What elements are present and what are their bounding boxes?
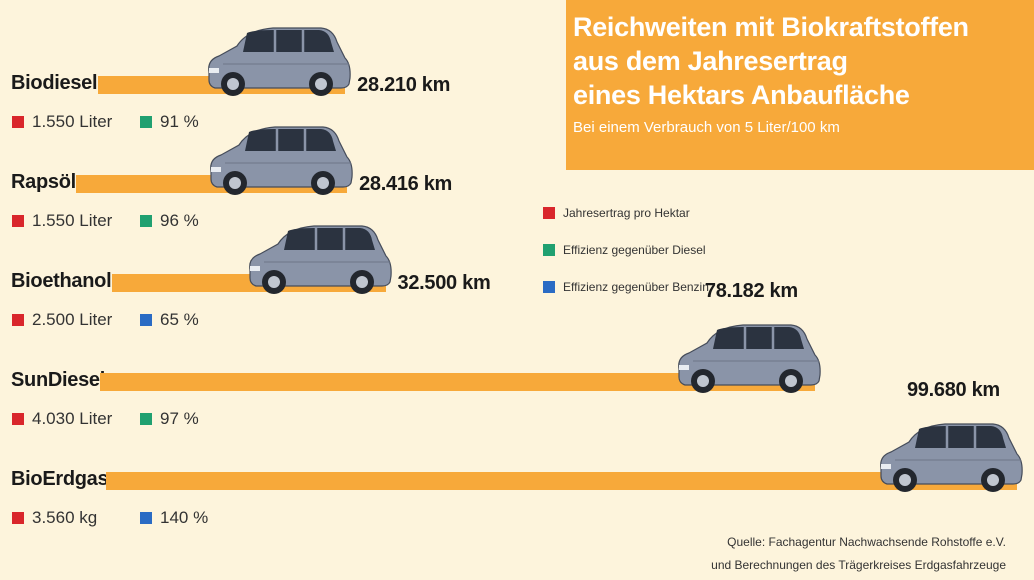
efficiency-label: 65 % (140, 310, 199, 330)
yield-value: 4.030 Liter (32, 409, 113, 428)
efficiency-value: 96 % (160, 211, 199, 230)
yield-value: 1.550 Liter (32, 112, 113, 131)
yield-swatch (12, 215, 24, 227)
source-line-2: und Berechnungen des Trägerkreises Erdga… (711, 558, 1006, 572)
range-value-label: 28.416 km (359, 173, 453, 195)
car-image (205, 123, 355, 203)
fuel-name: Biodiesel (11, 72, 98, 94)
car-image (875, 420, 1025, 500)
efficiency-label: 140 % (140, 508, 208, 528)
chart-title-line-2: aus dem Jahresertrag (573, 46, 848, 76)
yield-label: 4.030 Liter (12, 409, 112, 429)
chart-title-line-1: Reichweiten mit Biokraftstoffen (573, 12, 969, 42)
range-bar (106, 472, 1017, 490)
legend-item-diesel: Effizienz gegenüber Diesel (543, 240, 709, 260)
range-bar (100, 373, 815, 391)
range-value-label: 28.210 km (357, 74, 451, 96)
yield-swatch (12, 314, 24, 326)
legend-swatch-benzin (543, 281, 555, 293)
range-value-label: 78.182 km (704, 280, 798, 302)
efficiency-label: 91 % (140, 112, 199, 132)
fuel-name: Bioethanol (11, 270, 112, 292)
yield-value: 1.550 Liter (32, 211, 113, 230)
legend-label-yield: Jahresertrag pro Hektar (563, 206, 690, 220)
yield-label: 1.550 Liter (12, 211, 112, 231)
yield-value: 3.560 kg (32, 508, 98, 527)
yield-value: 2.500 Liter (32, 310, 113, 329)
yield-label: 3.560 kg (12, 508, 97, 528)
car-image (203, 24, 353, 104)
efficiency-value: 97 % (160, 409, 199, 428)
legend-item-yield: Jahresertrag pro Hektar (543, 203, 709, 223)
range-value-label: 32.500 km (397, 272, 491, 294)
legend: Jahresertrag pro Hektar Effizienz gegenü… (543, 203, 709, 314)
legend-swatch-yield (543, 207, 555, 219)
legend-label-diesel: Effizienz gegenüber Diesel (563, 243, 706, 257)
efficiency-swatch (140, 116, 152, 128)
source-note: Quelle: Fachagentur Nachwachsende Rohsto… (711, 531, 1006, 577)
efficiency-value: 140 % (160, 508, 209, 527)
efficiency-swatch (140, 215, 152, 227)
fuel-name: Rapsöl (11, 171, 76, 193)
title-box: Reichweiten mit Biokraftstoffen aus dem … (566, 0, 1034, 170)
yield-swatch (12, 116, 24, 128)
efficiency-value: 91 % (160, 112, 199, 131)
yield-label: 1.550 Liter (12, 112, 112, 132)
yield-swatch (12, 512, 24, 524)
chart-subtitle: Bei einem Verbrauch von 5 Liter/100 km (573, 119, 840, 136)
fuel-name: BioErdgas (11, 468, 109, 490)
efficiency-swatch (140, 413, 152, 425)
range-value-label: 99.680 km (906, 379, 1000, 401)
efficiency-swatch (140, 314, 152, 326)
legend-item-benzin: Effizienz gegenüber Benzin (543, 277, 709, 297)
legend-swatch-diesel (543, 244, 555, 256)
chart-title-line-3: eines Hektars Anbaufläche (573, 80, 910, 110)
source-line-1: Quelle: Fachagentur Nachwachsende Rohsto… (727, 535, 1006, 549)
car-image (244, 222, 394, 302)
yield-swatch (12, 413, 24, 425)
efficiency-value: 65 % (160, 310, 199, 329)
efficiency-swatch (140, 512, 152, 524)
efficiency-label: 96 % (140, 211, 199, 231)
car-image (673, 321, 823, 401)
yield-label: 2.500 Liter (12, 310, 112, 330)
fuel-name: SunDiesel (11, 369, 105, 391)
legend-label-benzin: Effizienz gegenüber Benzin (563, 280, 709, 294)
efficiency-label: 97 % (140, 409, 199, 429)
